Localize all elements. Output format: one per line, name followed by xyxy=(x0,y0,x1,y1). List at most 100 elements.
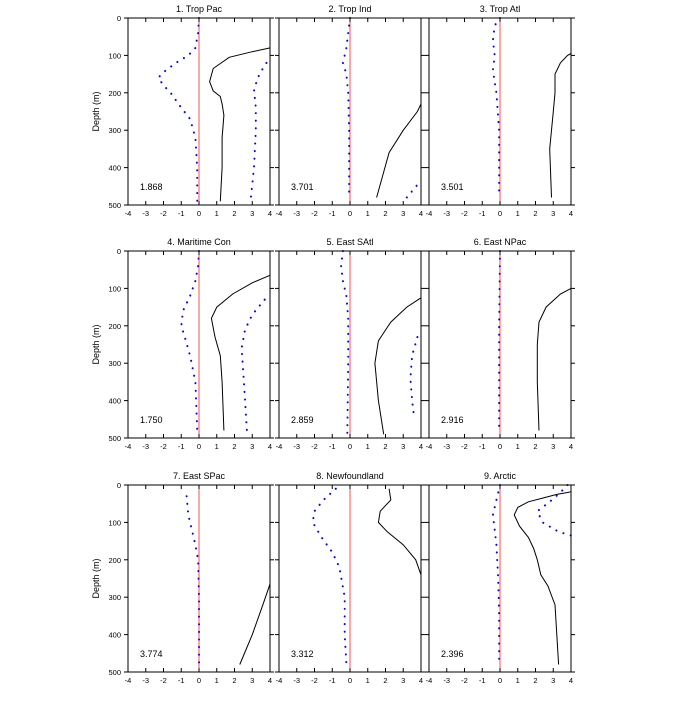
panel-title: 3. Trop Atl xyxy=(480,4,521,14)
panel-title: 2. Trop Ind xyxy=(328,4,371,14)
x-tick-label: -1 xyxy=(329,676,336,685)
x-tick-label: -4 xyxy=(125,209,132,218)
x-tick-label: -2 xyxy=(311,676,318,685)
x-tick-label: 4 xyxy=(419,676,423,685)
x-tick-label: 0 xyxy=(498,209,502,218)
x-tick-label: 2 xyxy=(383,209,387,218)
x-tick-label: -2 xyxy=(311,442,318,451)
x-tick-label: 2 xyxy=(533,676,537,685)
x-tick-label: 3 xyxy=(551,209,555,218)
x-tick-label: -1 xyxy=(329,442,336,451)
dotted-curve-left xyxy=(341,17,351,199)
solid-curve xyxy=(209,47,271,202)
x-tick-label: 1 xyxy=(366,209,370,218)
x-tick-label: -4 xyxy=(276,209,283,218)
x-tick-label: -3 xyxy=(443,209,450,218)
x-tick-label: 1 xyxy=(215,209,219,218)
dotted-curve-right xyxy=(240,298,266,432)
x-tick-label: 1 xyxy=(516,676,520,685)
x-tick-label: -3 xyxy=(443,442,450,451)
solid-curve xyxy=(374,297,422,435)
x-tick-label: 1 xyxy=(215,676,219,685)
y-axis-label: Depth (m) xyxy=(91,91,101,131)
dotted-curve-left xyxy=(180,250,200,432)
y-tick-label: 0 xyxy=(117,247,121,256)
x-tick-label: 0 xyxy=(348,442,352,451)
dotted-curve-left xyxy=(156,17,200,203)
x-tick-label: 2 xyxy=(533,442,537,451)
x-tick-label: 3 xyxy=(401,676,405,685)
panel-title: 5. East SAtl xyxy=(326,237,373,247)
x-tick-label: 1 xyxy=(366,442,370,451)
x-tick-label: 0 xyxy=(348,676,352,685)
panel-statistic: 3.501 xyxy=(441,182,464,192)
y-tick-label: 400 xyxy=(108,397,121,406)
panel-statistic: 2.916 xyxy=(441,415,464,425)
x-tick-label: -4 xyxy=(125,442,132,451)
x-tick-label: 2 xyxy=(232,442,236,451)
panel-statistic: 1.750 xyxy=(140,415,163,425)
x-tick-label: -3 xyxy=(293,209,300,218)
x-tick-label: 1 xyxy=(366,676,370,685)
dotted-curve-left xyxy=(311,487,348,666)
solid-curve xyxy=(376,103,422,198)
x-tick-label: 0 xyxy=(498,442,502,451)
y-tick-label: 100 xyxy=(108,284,121,293)
y-tick-label: 400 xyxy=(108,631,121,640)
x-tick-label: 2 xyxy=(383,676,387,685)
panel-title: 6. East NPac xyxy=(474,237,527,247)
x-tick-label: 3 xyxy=(401,209,405,218)
dotted-curve-right xyxy=(409,336,419,417)
x-tick-label: -1 xyxy=(178,442,185,451)
x-tick-label: -4 xyxy=(276,442,283,451)
x-tick-label: -2 xyxy=(160,209,167,218)
x-tick-label: 0 xyxy=(197,676,201,685)
panel-statistic: 3.774 xyxy=(140,649,163,659)
dotted-curve-left xyxy=(491,484,501,666)
y-tick-label: 200 xyxy=(108,322,121,331)
dotted-curve-right xyxy=(249,61,268,203)
solid-curve xyxy=(549,53,572,198)
x-tick-label: 3 xyxy=(551,676,555,685)
panel-title: 4. Maritime Con xyxy=(167,237,231,247)
dotted-curve-left xyxy=(498,250,501,432)
x-tick-label: 1 xyxy=(516,442,520,451)
x-tick-label: 3 xyxy=(250,442,254,451)
y-tick-label: 100 xyxy=(108,51,121,60)
y-tick-label: 300 xyxy=(108,359,121,368)
x-tick-label: 2 xyxy=(533,209,537,218)
panel-title: 8. Newfoundland xyxy=(316,471,384,481)
panel-title: 9. Arctic xyxy=(484,471,517,481)
x-tick-label: -2 xyxy=(461,209,468,218)
x-tick-label: -2 xyxy=(160,676,167,685)
x-tick-label: -3 xyxy=(293,676,300,685)
x-tick-label: -2 xyxy=(160,442,167,451)
x-tick-label: 1 xyxy=(516,209,520,218)
x-tick-label: -2 xyxy=(461,676,468,685)
x-tick-label: 2 xyxy=(383,442,387,451)
dotted-curve-left xyxy=(340,250,350,436)
x-tick-label: -1 xyxy=(178,209,185,218)
y-tick-label: 0 xyxy=(117,481,121,490)
x-tick-label: 3 xyxy=(551,442,555,451)
y-tick-label: 200 xyxy=(108,556,121,565)
x-tick-label: 4 xyxy=(569,442,573,451)
x-tick-label: 1 xyxy=(215,442,219,451)
panel-title: 7. East SPac xyxy=(173,471,226,481)
x-tick-label: 0 xyxy=(197,442,201,451)
x-tick-label: -3 xyxy=(142,209,149,218)
solid-curve xyxy=(210,274,271,431)
y-tick-label: 500 xyxy=(108,668,121,677)
y-tick-label: 300 xyxy=(108,126,121,135)
x-tick-label: 3 xyxy=(401,442,405,451)
y-tick-label: 200 xyxy=(108,89,121,98)
x-tick-label: 0 xyxy=(348,209,352,218)
x-tick-label: -1 xyxy=(479,442,486,451)
x-tick-label: 4 xyxy=(268,209,272,218)
panel-statistic: 2.859 xyxy=(291,415,314,425)
y-tick-label: 300 xyxy=(108,593,121,602)
y-tick-label: 0 xyxy=(117,14,121,23)
x-tick-label: -4 xyxy=(426,209,433,218)
solid-curve xyxy=(513,491,572,665)
